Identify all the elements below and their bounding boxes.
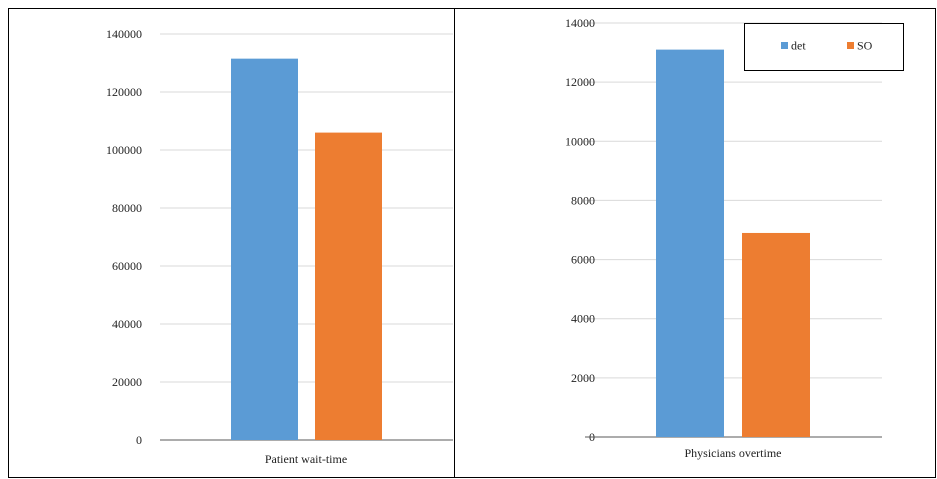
legend-swatch-so xyxy=(847,42,854,49)
bar-so xyxy=(315,132,382,440)
y-tick-label: 10000 xyxy=(565,134,595,148)
y-tick-label: 40000 xyxy=(112,317,142,331)
bar-det xyxy=(231,58,298,441)
bar-so xyxy=(742,232,810,437)
y-tick-label: 0 xyxy=(136,433,142,447)
bar-det xyxy=(656,49,724,437)
y-tick-label: 140000 xyxy=(106,27,142,41)
legend-label-so: SO xyxy=(857,39,873,53)
y-tick-label: 20000 xyxy=(112,375,142,389)
right-panel-border xyxy=(454,8,936,478)
x-category-label: Physicians overtime xyxy=(685,446,782,460)
y-tick-label: 80000 xyxy=(112,201,142,215)
legend-box xyxy=(744,23,904,71)
y-tick-label: 100000 xyxy=(106,143,142,157)
y-tick-label: 6000 xyxy=(571,253,595,267)
y-tick-label: 60000 xyxy=(112,259,142,273)
x-category-label: Patient wait-time xyxy=(265,452,347,466)
y-tick-label: 12000 xyxy=(565,75,595,89)
y-tick-label: 14000 xyxy=(565,16,595,30)
legend-label-det: det xyxy=(791,39,806,53)
y-tick-label: 8000 xyxy=(571,193,595,207)
y-tick-label: 120000 xyxy=(106,85,142,99)
patient-wait-time-chart: 0 20000 40000 60000 80000 100000 120000 140000 P… xyxy=(106,27,453,466)
legend: det SO xyxy=(744,23,904,71)
y-tick-label: 2000 xyxy=(571,371,595,385)
legend-swatch-det xyxy=(781,42,788,49)
y-tick-label: 4000 xyxy=(571,312,595,326)
physicians-overtime-chart: 02000400060008000100001200014000Physicia… xyxy=(565,16,882,460)
